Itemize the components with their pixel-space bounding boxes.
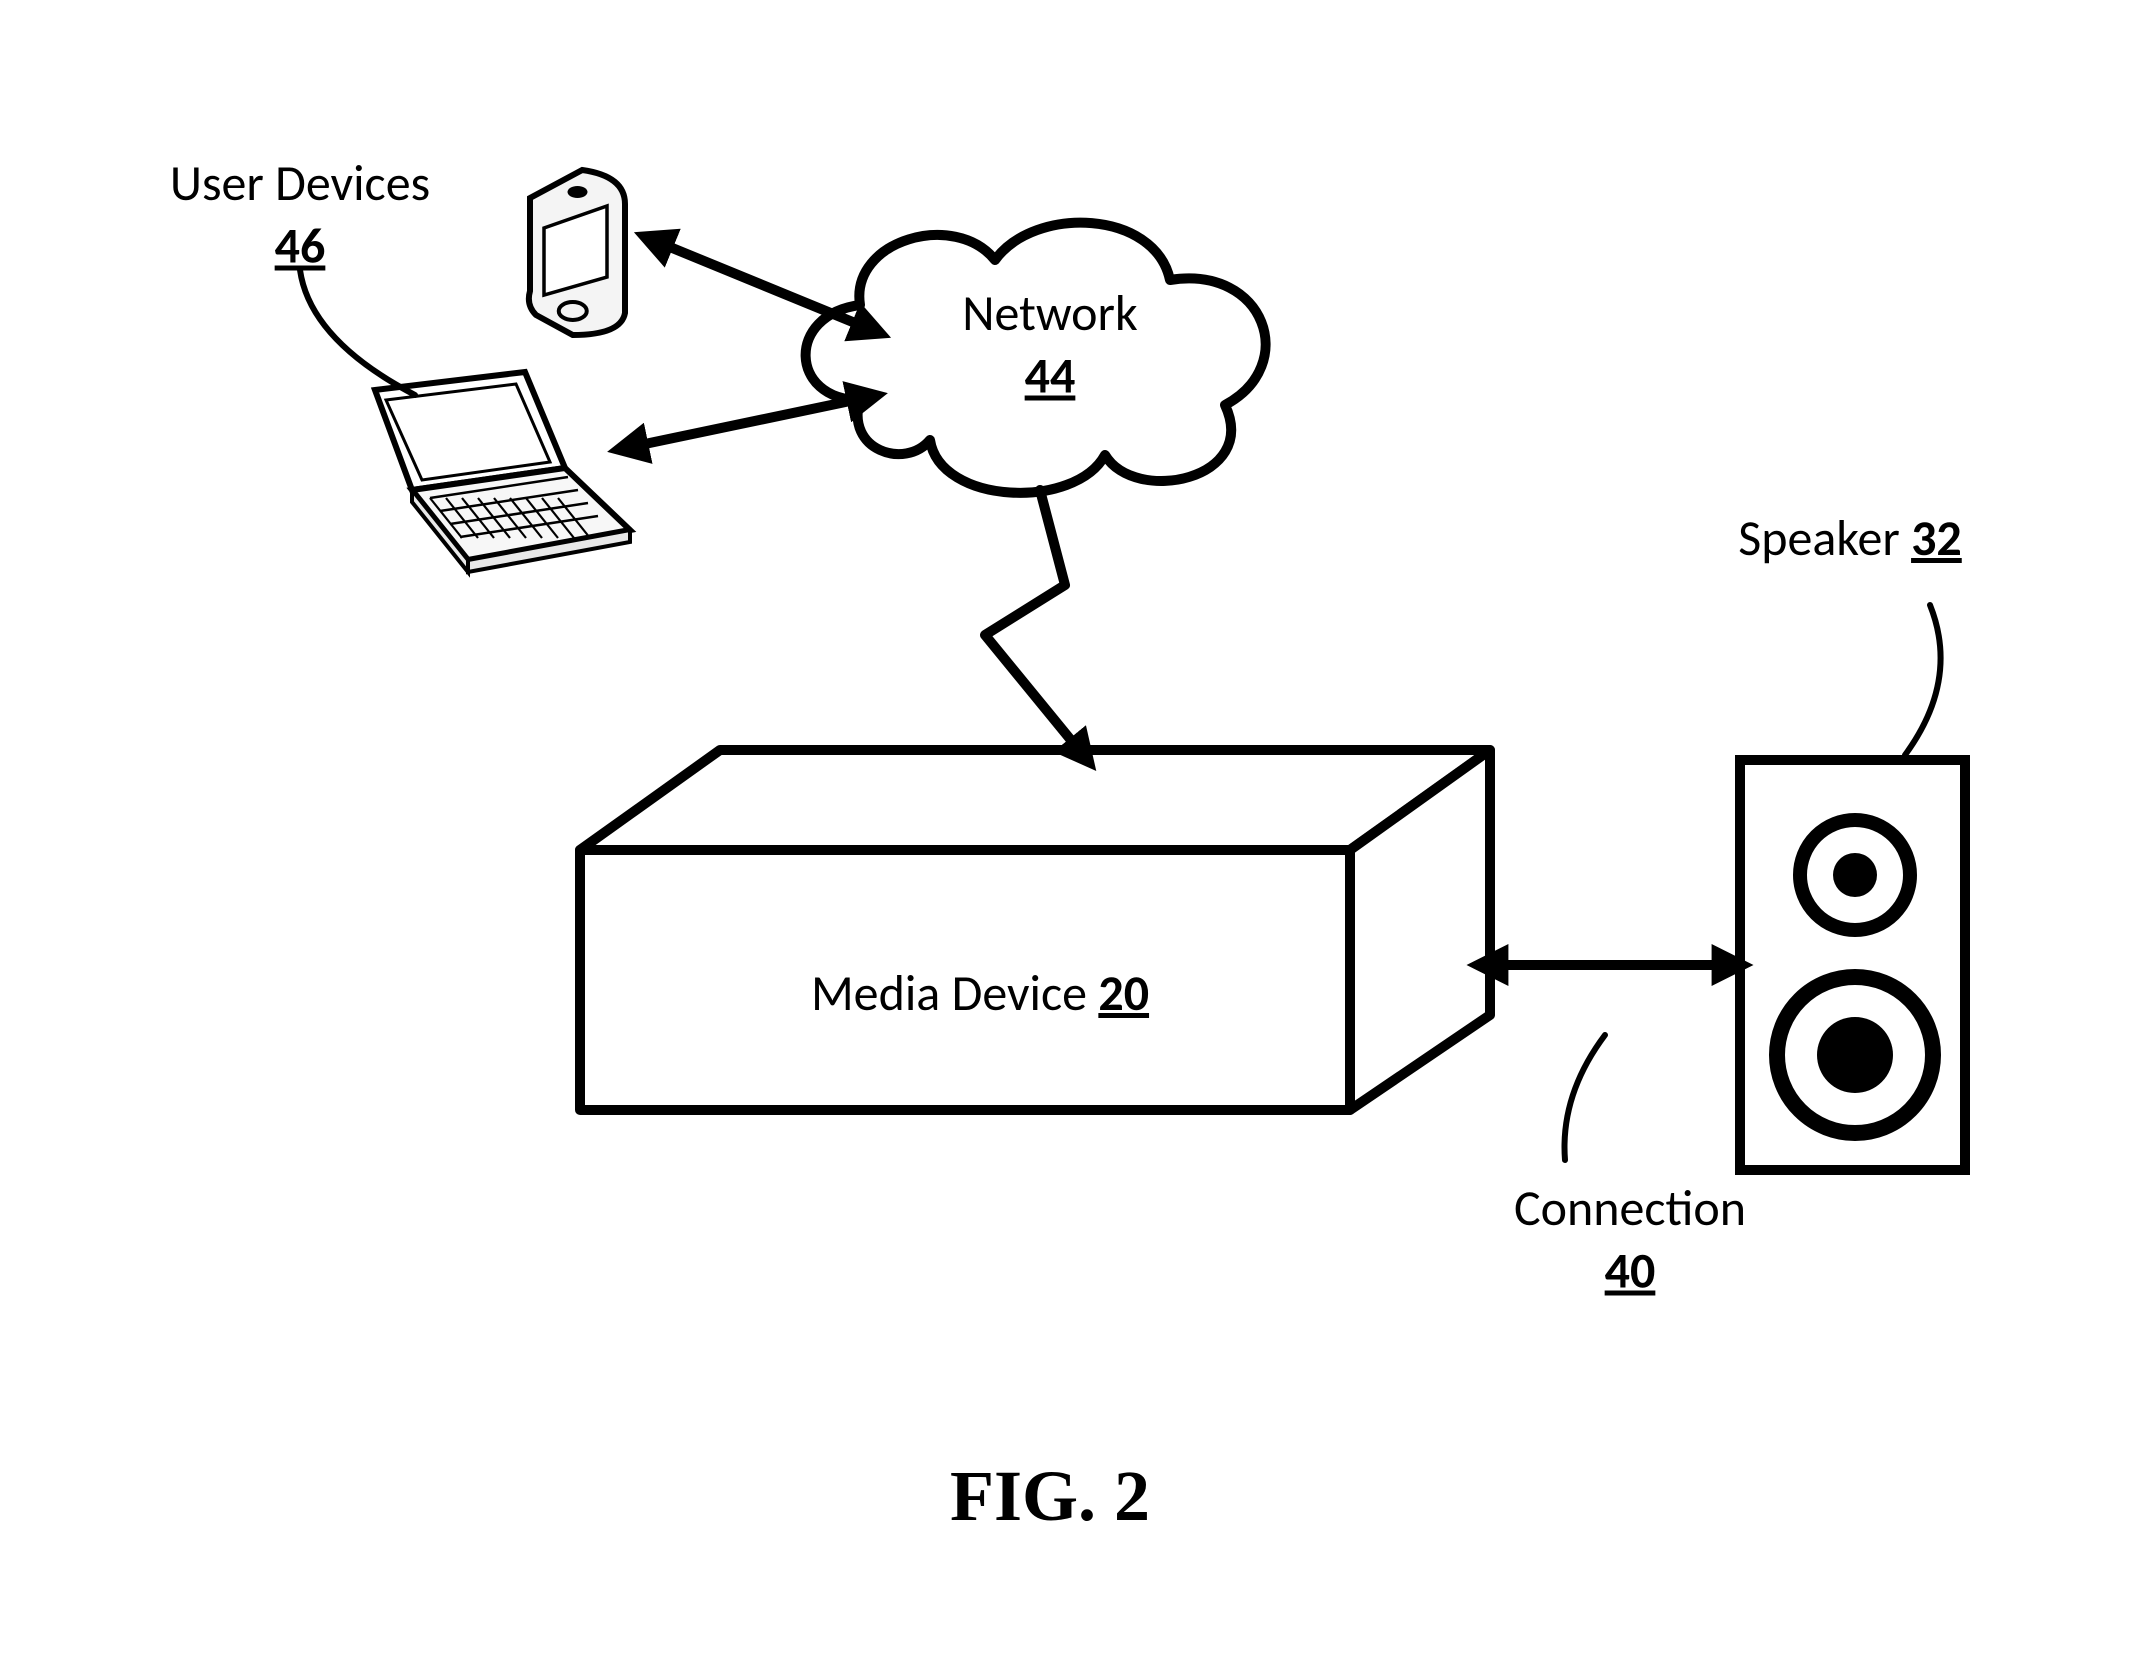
user-devices-leader xyxy=(300,270,415,395)
laptop-icon xyxy=(375,372,630,572)
edge-laptop-cloud xyxy=(640,400,855,445)
svg-text:Speaker 32: Speaker 32 xyxy=(1738,508,1962,569)
media-device-box xyxy=(580,750,1490,1110)
speaker-icon xyxy=(1740,760,1965,1170)
figure-caption: FIG. 2 xyxy=(950,1456,1150,1536)
svg-text:Network: Network xyxy=(962,283,1138,344)
phone-icon xyxy=(529,170,625,335)
connection-leader xyxy=(1565,1035,1606,1160)
svg-text:User Devices: User Devices xyxy=(170,153,430,214)
user-devices-label: User Devices46 xyxy=(170,153,430,277)
svg-text:Connection: Connection xyxy=(1514,1178,1746,1239)
edge-cloud-media-lightning xyxy=(985,490,1075,745)
svg-text:44: 44 xyxy=(1025,346,1076,407)
connection-label: Connection40 xyxy=(1514,1178,1746,1302)
media-device-label: Media Device 20 xyxy=(811,963,1149,1024)
speaker-leader xyxy=(1905,605,1941,755)
svg-text:Media Device 20: Media Device 20 xyxy=(811,963,1149,1024)
svg-text:40: 40 xyxy=(1605,1241,1656,1302)
edge-phone-cloud xyxy=(665,245,860,325)
speaker-label: Speaker 32 xyxy=(1738,508,1962,569)
